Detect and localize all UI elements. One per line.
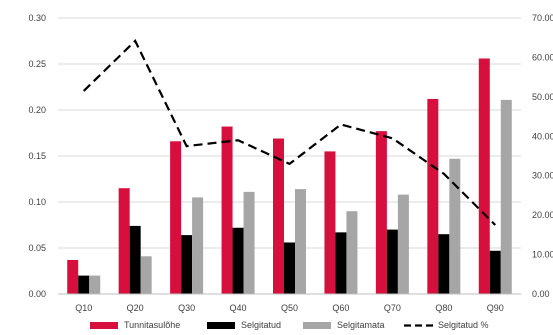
bar-selgitamata-q10 bbox=[89, 275, 101, 294]
legend-swatch bbox=[207, 322, 235, 329]
right-tick-label: 0.00 bbox=[532, 289, 550, 299]
bars bbox=[67, 58, 512, 295]
bar-selgitamata-q90 bbox=[500, 99, 512, 294]
bar-tunnitasul-he-q40 bbox=[221, 126, 233, 294]
right-tick-label: 40.00 bbox=[532, 131, 553, 141]
left-tick-label: 0.15 bbox=[28, 151, 46, 161]
x-tick-label: Q40 bbox=[230, 303, 247, 313]
x-tick-label: Q80 bbox=[435, 303, 452, 313]
left-tick-label: 0.30 bbox=[28, 13, 46, 23]
bar-tunnitasul-he-q20 bbox=[118, 188, 130, 294]
x-tick-label: Q10 bbox=[75, 303, 92, 313]
x-tick-label: Q60 bbox=[332, 303, 349, 313]
legend-label: Selgitatud % bbox=[438, 320, 489, 330]
left-tick-label: 0.10 bbox=[28, 197, 46, 207]
bar-selgitamata-q60 bbox=[346, 211, 358, 294]
line-series bbox=[82, 39, 497, 226]
bar-tunnitasul-he-q10 bbox=[67, 259, 79, 294]
x-tick-label: Q70 bbox=[384, 303, 401, 313]
legend: Tunnitasulõhe Selgitatud Selgitamata Selgit… bbox=[90, 320, 489, 330]
right-axis: 0.00 10.00 20.00 30.00 40.00 50.00 60.00 70.00 bbox=[532, 13, 553, 299]
right-tick-label: 30.00 bbox=[532, 171, 553, 181]
bar-tunnitasul-he-q50 bbox=[273, 138, 284, 294]
bar-selgitamata-q70 bbox=[397, 194, 409, 294]
legend-label: Selgitamata bbox=[337, 320, 385, 330]
bar-tunnitasul-he-q70 bbox=[375, 131, 387, 294]
left-tick-label: 0.20 bbox=[28, 105, 46, 115]
right-tick-label: 50.00 bbox=[532, 92, 553, 102]
bar-selgitatud-q90 bbox=[489, 250, 501, 294]
bar-selgitamata-q20 bbox=[140, 256, 152, 294]
bar-selgitamata-q30 bbox=[192, 197, 204, 294]
x-tick-label: Q90 bbox=[487, 303, 504, 313]
legend-swatch bbox=[90, 322, 118, 329]
bar-tunnitasul-he-q30 bbox=[170, 141, 182, 294]
bar-selgitatud-q50 bbox=[284, 242, 295, 294]
right-tick-label: 10.00 bbox=[532, 250, 553, 260]
bar-selgitamata-q40 bbox=[243, 191, 255, 294]
bar-selgitatud-q60 bbox=[335, 232, 347, 294]
bar-selgitatud-q10 bbox=[78, 275, 90, 294]
bar-tunnitasul-he-q90 bbox=[478, 58, 490, 295]
line-selgitatud-percent bbox=[82, 39, 497, 226]
bar-selgitatud-q40 bbox=[232, 227, 244, 294]
right-tick-label: 20.00 bbox=[532, 210, 553, 220]
bar-selgitatud-q70 bbox=[386, 229, 398, 294]
left-tick-label: 0.05 bbox=[28, 243, 46, 253]
left-axis: 0.00 0.05 0.10 0.15 0.20 0.25 0.30 bbox=[28, 13, 46, 299]
bar-selgitamata-q80 bbox=[449, 158, 461, 294]
bar-tunnitasul-he-q60 bbox=[324, 151, 336, 294]
x-tick-label: Q30 bbox=[178, 303, 195, 313]
left-tick-label: 0.00 bbox=[28, 289, 46, 299]
legend-swatch bbox=[303, 322, 331, 329]
right-tick-label: 70.00 bbox=[532, 13, 553, 23]
bar-selgitatud-q80 bbox=[438, 234, 450, 294]
x-axis: Q10 Q20 Q30 Q40 Q50 Q60 Q70 Q80 Q90 bbox=[58, 293, 521, 313]
bar-tunnitasul-he-q80 bbox=[427, 98, 439, 295]
legend-label: Selgitatud bbox=[241, 320, 281, 330]
bar-selgitamata-q50 bbox=[295, 189, 306, 294]
x-tick-label: Q20 bbox=[127, 303, 144, 313]
right-tick-label: 60.00 bbox=[532, 52, 553, 62]
x-tick-label: Q50 bbox=[281, 303, 298, 313]
left-tick-label: 0.25 bbox=[28, 59, 46, 69]
bar-selgitatud-q30 bbox=[181, 235, 193, 294]
legend-label: Tunnitasulõhe bbox=[124, 320, 180, 330]
bar-selgitatud-q20 bbox=[129, 225, 141, 294]
